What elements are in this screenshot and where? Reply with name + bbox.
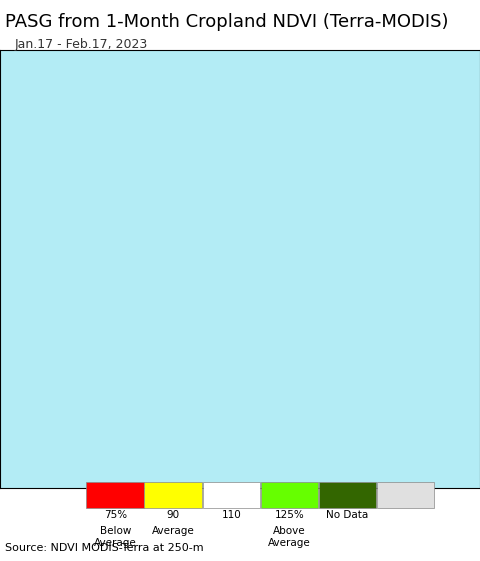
FancyBboxPatch shape [86, 482, 144, 508]
Text: 90: 90 [167, 510, 180, 520]
FancyBboxPatch shape [377, 482, 434, 508]
Text: PASG from 1-Month Cropland NDVI (Terra-MODIS): PASG from 1-Month Cropland NDVI (Terra-M… [5, 12, 448, 31]
FancyBboxPatch shape [261, 482, 318, 508]
Text: Below
Average: Below Average [94, 526, 137, 548]
Text: 110: 110 [221, 510, 241, 520]
FancyBboxPatch shape [144, 482, 202, 508]
Text: Source: NDVI MODIS-Terra at 250-m: Source: NDVI MODIS-Terra at 250-m [5, 543, 204, 553]
FancyBboxPatch shape [203, 482, 260, 508]
Text: 125%: 125% [275, 510, 304, 520]
Text: No Data: No Data [326, 510, 369, 520]
Text: 75%: 75% [104, 510, 127, 520]
Text: Average: Average [152, 526, 195, 536]
FancyBboxPatch shape [319, 482, 376, 508]
Text: Above
Average: Above Average [268, 526, 311, 548]
Text: Jan.17 - Feb.17, 2023: Jan.17 - Feb.17, 2023 [14, 38, 148, 51]
